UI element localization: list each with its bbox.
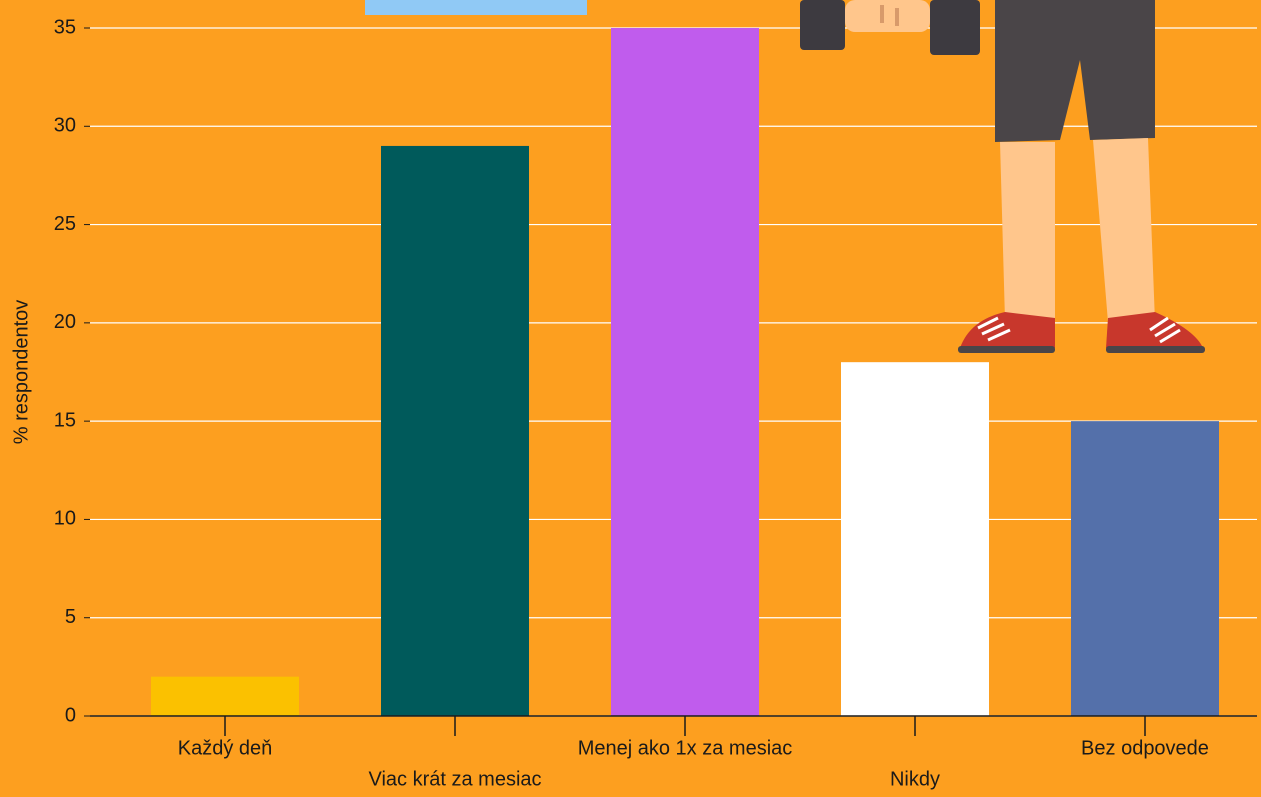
y-tick-label: 35 bbox=[54, 16, 76, 38]
y-tick-label: 15 bbox=[54, 409, 76, 431]
bar bbox=[1071, 421, 1219, 716]
y-tick-label: 10 bbox=[54, 508, 76, 530]
bar bbox=[841, 362, 989, 716]
y-tick-label: 25 bbox=[54, 213, 76, 235]
bar bbox=[611, 28, 759, 716]
y-tick-label: 5 bbox=[65, 606, 76, 628]
y-tick-label: 20 bbox=[54, 311, 76, 333]
bars bbox=[151, 28, 1219, 716]
x-tick-label: Nikdy bbox=[890, 768, 940, 790]
y-tick-label: 0 bbox=[65, 704, 76, 726]
x-tick-label: Menej ako 1x za mesiac bbox=[578, 737, 793, 759]
y-axis-label: % respondentov bbox=[10, 300, 32, 445]
bar bbox=[381, 145, 529, 716]
bar bbox=[151, 676, 299, 716]
x-tick-label: Viac krát za mesiac bbox=[368, 768, 541, 790]
x-tick-label: Každý deň bbox=[178, 737, 273, 759]
illustration bbox=[365, 0, 1205, 353]
x-tick-label: Bez odpovede bbox=[1081, 737, 1209, 759]
y-tick-label: 30 bbox=[54, 115, 76, 137]
